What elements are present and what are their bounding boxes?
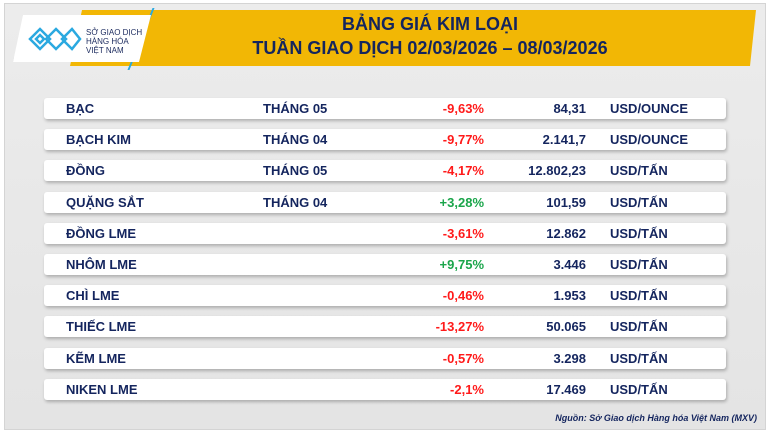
cell-unit: USD/TẤN bbox=[610, 350, 668, 366]
cell-change: -3,61% bbox=[442, 225, 484, 241]
cell-change: -4,17% bbox=[442, 163, 484, 179]
cell-month: THÁNG 04 bbox=[263, 132, 328, 148]
cell-name: ĐỒNG bbox=[66, 163, 105, 179]
logo-line: VIỆT NAM bbox=[86, 46, 124, 55]
cell-price: 1.953 bbox=[553, 288, 586, 304]
source-note: Nguồn: Sở Giao dịch Hàng hóa Việt Nam (M… bbox=[555, 413, 757, 423]
cell-price: 84,31 bbox=[553, 101, 586, 116]
cell-unit: USD/TẤN bbox=[610, 163, 668, 179]
cell-price: 2.141,7 bbox=[542, 132, 586, 148]
cell-unit: USD/OUNCE bbox=[610, 101, 689, 116]
cell-month: THÁNG 04 bbox=[263, 194, 328, 210]
cell-unit: USD/TẤN bbox=[610, 381, 668, 397]
cell-price: 3.298 bbox=[553, 350, 586, 366]
table-row: QUẶNG SẮT THÁNG 04 +3,28% 101,59 USD/TẤN bbox=[44, 191, 726, 213]
cell-change: -13,27% bbox=[435, 319, 484, 335]
cell-change: +9,75% bbox=[439, 257, 484, 272]
logo-line: HÀNG HÓA bbox=[86, 37, 129, 46]
cell-unit: USD/TẤN bbox=[610, 257, 668, 272]
cell-change: -0,57% bbox=[442, 350, 484, 366]
cell-name: NHÔM LME bbox=[66, 257, 137, 272]
cell-unit: USD/TẤN bbox=[610, 288, 668, 304]
cell-change: +3,28% bbox=[439, 194, 484, 210]
title-line-2: TUẦN GIAO DỊCH 02/03/2026 – 08/03/2026 bbox=[252, 38, 608, 58]
cell-name: KẼM LME bbox=[66, 350, 126, 366]
cell-price: 101,59 bbox=[546, 194, 586, 210]
cell-month: THÁNG 05 bbox=[263, 101, 328, 116]
cell-price: 3.446 bbox=[553, 257, 586, 272]
cell-price: 17.469 bbox=[546, 381, 586, 397]
table-row: ĐỒNG THÁNG 05 -4,17% 12.802,23 USD/TẤN bbox=[44, 160, 726, 182]
title-line-1: BẢNG GIÁ KIM LOẠI bbox=[342, 14, 518, 34]
table-row: NHÔM LME +9,75% 3.446 USD/TẤN bbox=[44, 254, 726, 275]
logo-text: SỞ GIAO DỊCH HÀNG HÓA VIỆT NAM bbox=[86, 28, 142, 55]
cell-change: -9,77% bbox=[442, 132, 484, 148]
cell-name: QUẶNG SẮT bbox=[66, 194, 144, 210]
cell-unit: USD/OUNCE bbox=[610, 132, 689, 148]
table-row: NIKEN LME -2,1% 17.469 USD/TẤN bbox=[44, 378, 726, 400]
table-row: BẠC THÁNG 05 -9,63% 84,31 USD/OUNCE bbox=[44, 98, 726, 119]
cell-month: THÁNG 05 bbox=[263, 163, 328, 179]
cell-change: -9,63% bbox=[442, 101, 484, 116]
title-band bbox=[70, 10, 756, 66]
cell-name: ĐỒNG LME bbox=[66, 225, 137, 241]
table-row: KẼM LME -0,57% 3.298 USD/TẤN bbox=[44, 347, 726, 369]
cell-name: BẠC bbox=[66, 101, 95, 116]
cell-unit: USD/TẤN bbox=[610, 319, 668, 335]
cell-change: -2,1% bbox=[450, 381, 484, 397]
cell-unit: USD/TẤN bbox=[610, 225, 668, 241]
cell-price: 50.065 bbox=[546, 319, 586, 335]
table-row: ĐỒNG LME -3,61% 12.862 USD/TẤN bbox=[44, 222, 726, 244]
mxv-logo-icon bbox=[28, 27, 82, 51]
cell-change: -0,46% bbox=[442, 288, 484, 304]
table-row: CHÌ LME -0,46% 1.953 USD/TẤN bbox=[44, 285, 726, 307]
table-row: THIẾC LME -13,27% 50.065 USD/TẤN bbox=[44, 316, 726, 338]
cell-name: NIKEN LME bbox=[66, 381, 138, 397]
logo-line: SỞ GIAO DỊCH bbox=[86, 28, 143, 37]
cell-price: 12.802,23 bbox=[528, 163, 586, 179]
cell-name: BẠCH KIM bbox=[66, 132, 131, 148]
cell-name: CHÌ LME bbox=[66, 288, 120, 304]
page-title: BẢNG GIÁ KIM LOẠI TUẦN GIAO DỊCH 02/03/2… bbox=[150, 12, 710, 60]
cell-name: THIẾC LME bbox=[66, 319, 137, 335]
cell-unit: USD/TẤN bbox=[610, 194, 668, 210]
table-row: BẠCH KIM THÁNG 04 -9,77% 2.141,7 USD/OUNCE bbox=[44, 129, 726, 151]
cell-price: 12.862 bbox=[546, 225, 586, 241]
